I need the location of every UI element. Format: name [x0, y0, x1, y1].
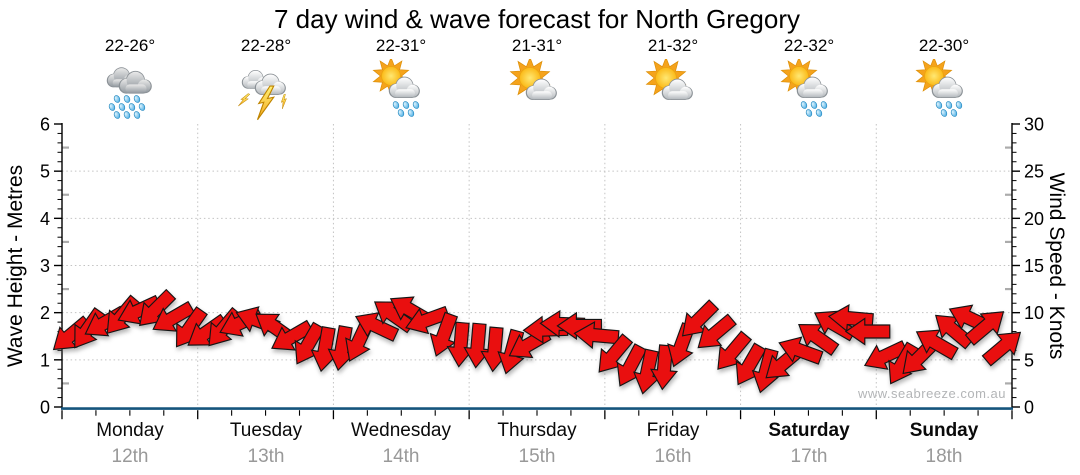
x-axis-date-label: 18th — [925, 446, 963, 467]
x-axis-date-label: 13th — [247, 446, 285, 467]
weather-storm-icon — [238, 70, 287, 121]
x-axis-date-label: 12th — [111, 446, 149, 467]
svg-text:3: 3 — [40, 256, 50, 276]
y-tick-labels: 0 1 2 3 4 5 6 0 5 10 15 20 25 30 — [40, 115, 1044, 418]
wind-arrow — [152, 300, 196, 332]
svg-text:15: 15 — [1024, 256, 1044, 276]
svg-text:20: 20 — [1024, 209, 1044, 229]
x-axis-day: Tuesday 13th — [198, 420, 334, 468]
svg-text:10: 10 — [1024, 303, 1044, 323]
day-temp-label: 21-32° — [647, 36, 699, 55]
svg-text:2: 2 — [40, 303, 50, 323]
wind-arrow — [52, 315, 93, 351]
x-axis-day: Friday 16th — [605, 420, 741, 468]
day-icon-holder — [741, 59, 877, 121]
wind-arrow — [633, 348, 661, 395]
day-forecast-header: 21-32° — [605, 36, 741, 121]
x-axis-date-label: 16th — [654, 446, 692, 467]
weather-sun-cloud-icon — [645, 59, 693, 101]
svg-text:1: 1 — [40, 350, 50, 370]
day-temp-label: 22-32° — [783, 36, 835, 55]
svg-text:0: 0 — [40, 398, 50, 418]
svg-text:5: 5 — [40, 162, 50, 182]
day-forecast-header: 22-32° — [741, 36, 877, 121]
svg-text:0: 0 — [1024, 398, 1034, 418]
wind-arrow — [373, 301, 416, 334]
svg-text:5: 5 — [1024, 350, 1034, 370]
weather-sun-cloud-rain-icon — [915, 59, 963, 117]
day-temp-label: 21-31° — [511, 36, 563, 55]
weather-rain-icon — [106, 67, 152, 119]
x-axis-day-label: Tuesday — [229, 420, 303, 441]
svg-text:25: 25 — [1024, 162, 1044, 182]
day-forecast-header: 22-31° — [333, 36, 469, 121]
x-axis-day: Saturday 17th — [741, 420, 877, 468]
x-axis-day: Wednesday 14th — [333, 420, 469, 468]
x-axis-date-label: 14th — [382, 446, 420, 467]
wind-arrow — [915, 329, 959, 361]
day-forecast-header: 22-28° — [198, 36, 334, 121]
wind-arrow — [964, 311, 1005, 346]
x-axis-date-label: 15th — [518, 446, 556, 467]
wind-arrow — [405, 305, 451, 335]
weather-sun-cloud-rain-icon — [780, 59, 828, 117]
wind-arrow-series — [52, 288, 1022, 395]
x-axis-day-label: Monday — [96, 420, 164, 441]
x-axis-day-label: Sunday — [909, 420, 979, 441]
day-icon-holder — [62, 59, 198, 121]
wind-arrow — [271, 319, 315, 351]
day-icon-holder — [469, 59, 605, 121]
wind-arrow — [649, 344, 679, 391]
day-temp-label: 22-26° — [104, 36, 156, 55]
wind-arrow — [798, 323, 840, 356]
day-icon-holder — [333, 59, 469, 121]
day-forecast-header: 22-26° — [62, 36, 198, 121]
x-axis — [61, 407, 1013, 420]
wind-arrow — [863, 340, 909, 370]
x-axis-date-label: 17th — [790, 446, 828, 467]
x-axis-day-label: Friday — [646, 420, 700, 441]
weather-sun-cloud-rain-icon — [372, 59, 420, 117]
x-axis-day: Thursday 15th — [469, 420, 605, 468]
page-title: 7 day wind & wave forecast for North Gre… — [273, 4, 800, 34]
watermark: www.seabreeze.com.au — [857, 386, 1006, 401]
wind-arrow — [354, 312, 400, 342]
day-temp-label: 22-31° — [375, 36, 427, 55]
svg-text:6: 6 — [40, 115, 50, 135]
wind-arrow — [187, 313, 229, 346]
day-temp-label: 22-28° — [240, 36, 292, 55]
x-axis-day-label: Wednesday — [351, 420, 451, 441]
wind-arrow — [429, 311, 459, 357]
svg-text:30: 30 — [1024, 115, 1044, 135]
wind-arrow — [117, 294, 162, 325]
wind-arrow — [981, 331, 1022, 367]
x-axis-day-label: Saturday — [768, 420, 850, 441]
x-axis-day: Monday 12th — [62, 420, 198, 468]
day-forecast-header: 22-30° — [876, 36, 1012, 121]
wind-arrow — [717, 330, 753, 370]
day-temp-label: 22-30° — [918, 36, 970, 55]
day-icon-holder — [198, 59, 334, 121]
weather-sun-cloud-icon — [509, 59, 557, 101]
wind-arrow — [681, 299, 720, 337]
wind-arrow — [778, 336, 824, 365]
svg-text:4: 4 — [40, 209, 50, 229]
day-icon-holder — [605, 59, 741, 121]
wind-arrow — [844, 317, 891, 346]
day-forecast-header: 21-31° — [469, 36, 605, 121]
x-axis-day: Sunday 18th — [876, 420, 1012, 468]
y-axes — [54, 123, 1020, 409]
wind-arrow — [697, 313, 737, 349]
day-icon-holder — [876, 59, 1012, 121]
x-axis-day-label: Thursday — [497, 420, 577, 441]
wind-arrow — [573, 321, 620, 350]
